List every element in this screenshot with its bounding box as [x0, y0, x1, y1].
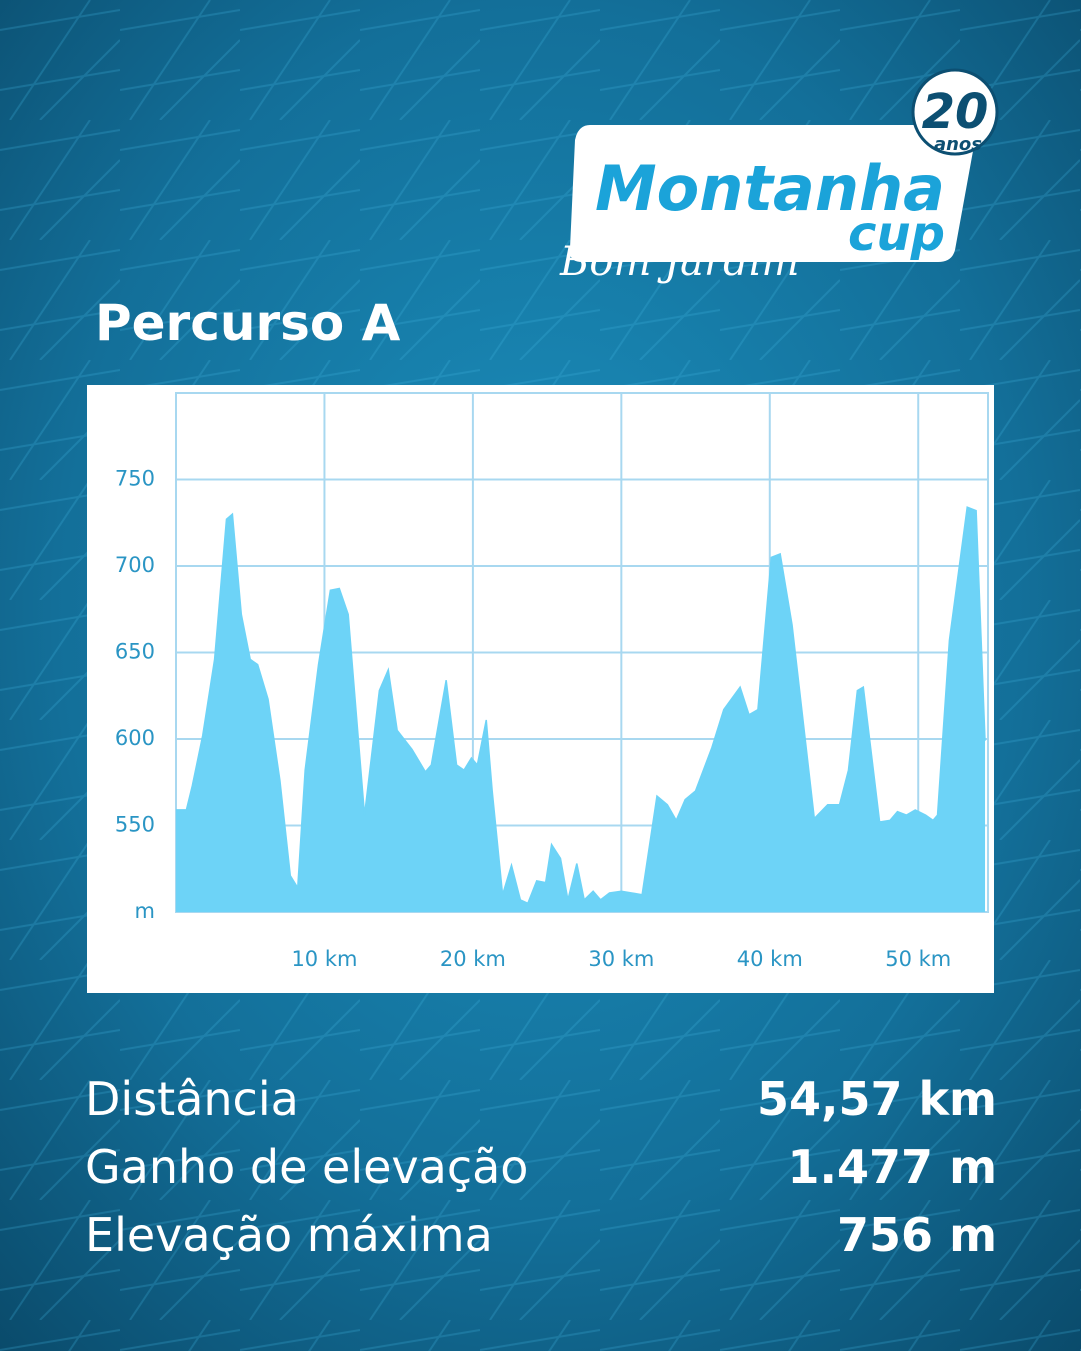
stats: Distância 54,57 km Ganho de elevação 1.477 … [85, 1072, 997, 1262]
logo-badge [569, 125, 977, 262]
x-tick-label: 40 km [737, 947, 803, 971]
elevation-line [176, 506, 986, 905]
x-tick-label: 50 km [885, 947, 951, 971]
logo-name: Montanha [595, 152, 945, 225]
logo-place: Bom Jardim [559, 239, 799, 285]
anniversary-badge [911, 68, 999, 156]
y-tick-label: 700 [115, 553, 155, 577]
y-tick-label: 550 [115, 813, 155, 837]
x-tick-label: 30 km [588, 947, 654, 971]
badge-text: anos [934, 134, 982, 155]
logo-cup: cup [848, 206, 945, 262]
stat-value: 1.477 m [788, 1140, 997, 1194]
stat-label: Ganho de elevação [85, 1140, 528, 1194]
y-tick-label: 600 [115, 726, 155, 750]
y-tick-label: m [135, 899, 155, 923]
stat-value: 756 m [837, 1208, 997, 1262]
y-tick-label: 650 [115, 640, 155, 664]
x-tick-label: 20 km [440, 947, 506, 971]
y-tick-label: 750 [115, 467, 155, 491]
stat-label: Distância [85, 1072, 299, 1126]
badge-number: 20 [922, 84, 989, 140]
title: Percurso A [95, 294, 401, 352]
logo: 20 anos Montanha cup Bom Jardim [559, 68, 999, 285]
x-tick-label: 10 km [291, 947, 357, 971]
stat-label: Elevação máxima [85, 1208, 493, 1262]
area-fill [176, 507, 986, 912]
stat-value: 54,57 km [757, 1072, 997, 1126]
